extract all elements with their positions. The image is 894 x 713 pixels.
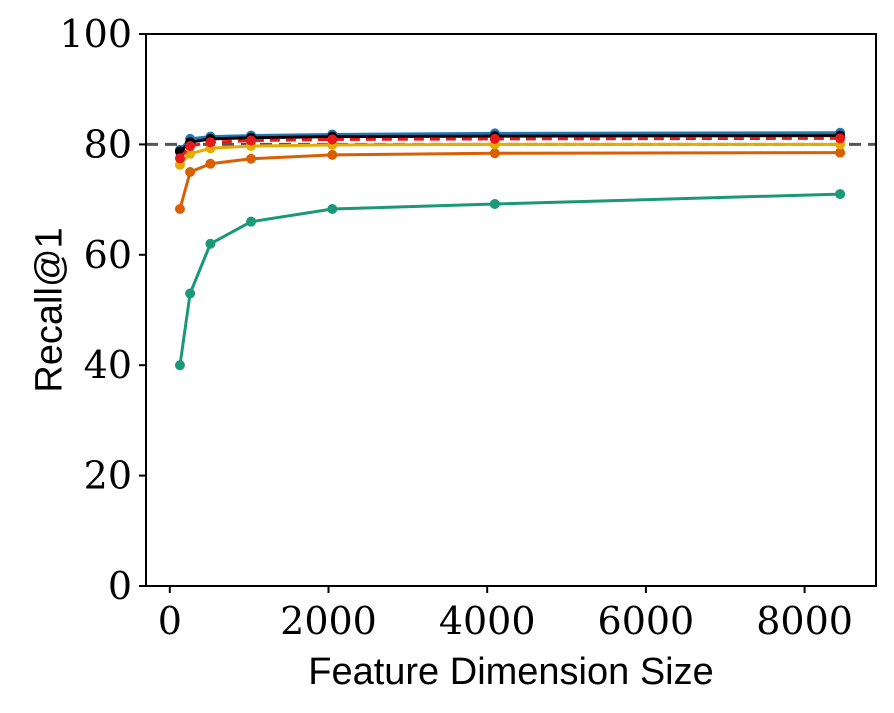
y-tick-label: 80 <box>84 122 132 166</box>
data-point <box>835 133 846 144</box>
y-tick-label: 20 <box>84 454 132 498</box>
data-point <box>835 189 846 200</box>
axis-ticks: 0 2000 4000 6000 8000 0 20 40 60 80 100 <box>59 12 852 643</box>
data-point <box>205 158 216 169</box>
data-point <box>205 238 216 249</box>
data-point <box>246 135 257 146</box>
x-tick-label: 8000 <box>756 599 853 643</box>
data-point <box>327 149 338 160</box>
x-tick-label: 2000 <box>280 599 377 643</box>
x-tick-label: 4000 <box>439 599 536 643</box>
data-point <box>185 167 196 177</box>
y-tick-label: 0 <box>108 564 132 608</box>
data-point <box>327 134 338 145</box>
data-point <box>246 153 257 164</box>
data-point <box>835 147 846 158</box>
y-tick-label: 60 <box>84 233 132 277</box>
data-point <box>185 141 196 152</box>
data-point <box>174 203 185 214</box>
data-point <box>489 133 500 144</box>
data-point <box>185 148 196 159</box>
data-point <box>174 153 185 164</box>
data-point <box>327 203 338 214</box>
series-5 <box>174 133 846 164</box>
plot-area-frame <box>145 33 877 587</box>
data-point <box>246 216 257 227</box>
series-line <box>178 151 841 210</box>
x-tick-label: 6000 <box>598 599 695 643</box>
x-axis-title: Feature Dimension Size <box>308 651 714 693</box>
plot-layer <box>146 127 876 371</box>
x-tick-label: 0 <box>158 599 182 643</box>
series-line <box>178 192 841 366</box>
y-axis-title: Recall@1 <box>28 227 70 392</box>
data-point <box>205 137 216 148</box>
series-0 <box>174 189 846 371</box>
series-1 <box>174 147 846 214</box>
series-line <box>178 136 841 160</box>
data-point <box>489 148 500 159</box>
data-point <box>185 288 196 299</box>
data-point <box>174 360 185 371</box>
y-tick-label: 100 <box>59 12 132 56</box>
y-tick-label: 40 <box>84 343 132 387</box>
data-point <box>489 199 500 210</box>
